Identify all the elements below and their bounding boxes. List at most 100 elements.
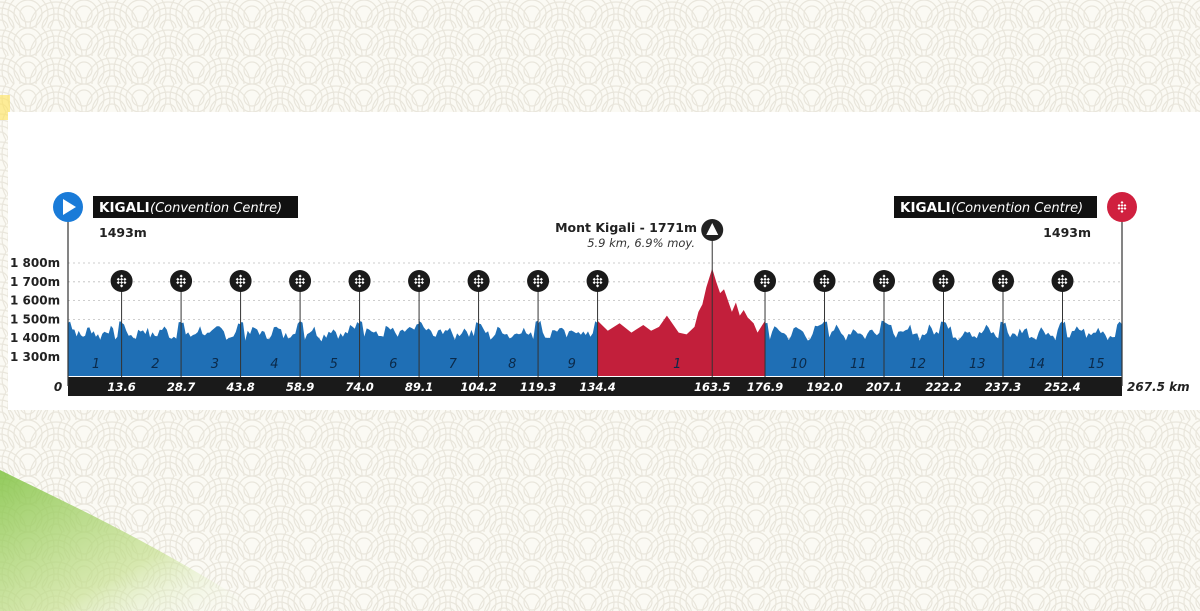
lap-label: 6 [389,357,397,372]
y-tick-label: 1 700m [10,275,60,289]
checkered-flag-icon [754,270,777,292]
lap-label: 5 [330,357,338,372]
lap-label: 15 [1088,357,1105,372]
finish-city: KIGALI [900,200,951,216]
lap-area-before [68,320,598,376]
checker-square [763,284,767,288]
finish-altitude: 1493m [1043,225,1091,240]
lap-label: 1 [92,357,100,372]
finish-marker [1107,192,1137,386]
y-tick-label: 1 400m [10,331,60,345]
checker-square [822,284,827,288]
summit-label: Mont Kigali - 1771m [555,220,697,235]
checker-square [536,284,540,288]
marker-lines [121,240,1064,386]
start-altitude: 1493m [99,225,147,240]
lap-label: 14 [1028,357,1045,372]
checker-square [476,284,481,288]
checker-square [882,284,886,288]
lap-label: 3 [211,357,219,372]
checkered-flag-icon [873,270,896,292]
checkered-flag-icon [1051,270,1074,292]
checker-square [1060,281,1065,285]
checkered-flag-icon [348,270,371,292]
checker-square [1120,209,1124,213]
play-icon [63,199,76,215]
lap-label: 1 [673,357,681,372]
km-label: 252.4 [1044,380,1080,394]
finish-venue: (Convention Centre) [951,201,1083,216]
checkered-flag-icon [527,270,550,292]
finish-line-markers [110,270,1074,292]
x-start-label: 0 [54,380,62,394]
summit-detail: 5.9 km, 6.9% moy. [587,236,695,250]
km-label: 43.8 [225,380,254,394]
lap-label: 2 [151,357,159,372]
mont-kigali-area [597,268,765,376]
checkered-flag-icon [467,270,490,292]
lap-label: 13 [969,357,986,372]
start-marker [53,192,83,386]
checker-square [1001,284,1005,288]
checkered-flag-icon [229,270,252,292]
checker-square [296,282,301,286]
checkered-flag-icon [170,270,193,292]
lap-label: 11 [850,357,867,372]
km-label: 163.5 [694,380,730,394]
km-label: 13.6 [107,380,135,394]
checker-square [941,284,946,288]
checker-square [534,282,539,286]
checker-square [417,284,421,288]
checkered-flag-icon [408,270,431,292]
distance-bar: 13.6 28.7 43.8 58.9 74.0 89.1 104.2 119.3 134.4 1… [68,377,1122,396]
km-label: 192.0 [806,380,842,394]
y-tick-label: 1 500m [10,312,60,326]
checker-square [118,282,122,286]
lap-label: 12 [909,357,926,372]
checker-square [1123,206,1127,210]
mountain-icon [706,223,719,235]
y-axis-ticks: 1 300m 1 400m 1 500m 1 600m 1 700m 1 800m [10,256,60,364]
checker-square [595,284,600,288]
checkered-flag-icon [1112,197,1132,217]
checkered-flag-icon [110,270,133,292]
km-label: 222.2 [925,380,961,394]
distance-bar-rect [68,377,1122,396]
finish-label-box [894,196,1097,218]
km-label: 58.9 [286,380,314,394]
checker-square [298,284,302,288]
start-city: KIGALI [99,200,150,216]
km-label: 119.3 [520,380,556,394]
y-tick-label: 1 600m [10,294,60,308]
y-tick-label: 1 300m [10,350,60,364]
lap-label: 10 [790,357,807,372]
km-label: 28.7 [167,380,195,394]
checkered-flag-icon [992,270,1015,292]
checkered-flag-icon [586,270,609,292]
checker-square [177,282,182,286]
lap-label: 7 [449,357,458,372]
start-venue: (Convention Centre) [150,201,282,216]
profile-area [68,268,1122,376]
km-label: 237.3 [985,380,1021,394]
km-label: 89.1 [405,380,433,394]
start-label-box [93,196,298,218]
lap-label: 8 [508,357,516,372]
green-leaf-decoration [0,470,260,611]
lap-label: 4 [270,357,278,372]
lap-label: 9 [568,357,576,372]
checker-square [119,284,124,288]
checker-square [1060,274,1065,278]
km-label: 207.1 [866,380,902,394]
x-end-label: 267.5 km [1127,380,1190,394]
km-label: 74.0 [345,380,373,394]
summit-marker [701,219,724,241]
km-label: 176.9 [747,380,783,394]
km-label: 134.4 [579,380,615,394]
y-tick-label: 1 800m [10,256,60,270]
checkered-flag-icon [932,270,955,292]
checker-square [1060,284,1065,288]
checkered-flag-icon [1112,197,1132,217]
checkered-flag-icon [813,270,836,292]
